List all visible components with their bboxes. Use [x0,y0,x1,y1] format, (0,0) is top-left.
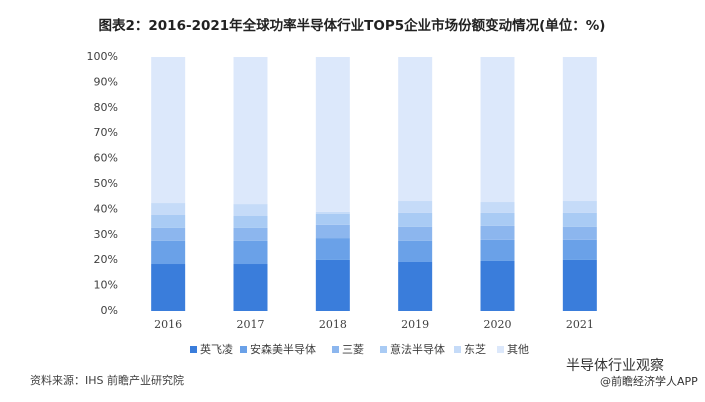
y-tick-label: 100% [87,50,118,63]
bar-segment [398,212,433,227]
legend-label: 三菱 [342,343,364,356]
bar-segment [151,214,186,228]
bar-segment [480,260,515,311]
bar-segment [233,57,268,205]
legend-swatch [190,346,197,353]
y-tick-label: 90% [94,75,118,88]
y-tick-label: 20% [94,253,118,266]
bar-segment [315,224,350,239]
legend-swatch [240,346,247,353]
bar-segment [562,57,597,202]
y-tick-label: 50% [94,177,118,190]
legend-label: 英飞凌 [200,342,233,356]
x-tick-label: 2018 [319,318,347,331]
x-tick-label: 2019 [401,318,429,331]
bar-segment [398,57,433,202]
bar-segment [233,264,268,311]
source: 资料来源：IHS 前瞻产业研究院 [30,373,184,387]
bar-segment [480,57,515,203]
bar-segment [480,225,515,240]
y-tick-label: 60% [94,152,118,165]
bar-segment [480,239,515,261]
bar-segment [562,201,597,213]
bar-segment [398,261,433,311]
bar-segment [233,216,268,228]
bar-segment [398,226,433,241]
watermark: 半导体行业观察 [566,357,664,374]
y-tick-label: 30% [94,228,118,241]
y-tick-label: 70% [94,126,118,139]
bar-segment [480,202,515,213]
bar-segment [562,259,597,311]
bar-segment [233,240,268,265]
bar-segment [233,227,268,241]
legend-swatch [454,346,461,353]
bar-segment [151,203,186,215]
bar-segment [233,204,268,217]
legend-swatch [497,346,504,353]
y-tick-label: 10% [94,279,118,292]
bar-segment [398,201,433,213]
y-tick-label: 80% [94,101,118,114]
bar-segment [562,239,597,260]
bar-segment [480,212,515,226]
bar-segment [151,240,186,265]
x-tick-label: 2021 [566,318,594,331]
x-tick-label: 2020 [484,318,512,331]
bar-segment [151,264,186,311]
watermark-sub: @前瞻经济学人APP [600,374,698,388]
legend-label: 安森美半导体 [250,342,316,356]
bar-segment [315,259,350,311]
x-tick-label: 2016 [154,318,182,331]
chart-title: 图表2：2016-2021年全球功率半导体行业TOP5企业市场份额变动情况(单位… [99,17,606,34]
bar-segment [562,212,597,227]
bar-segment [315,238,350,260]
y-tick-label: 0% [101,304,118,317]
bar-segment [315,57,350,212]
legend-swatch [332,346,339,353]
legend-label: 东芝 [464,343,486,356]
bar-segment [398,240,433,262]
bar-segment [151,57,186,204]
y-tick-label: 40% [94,202,118,215]
bar-segment [315,213,350,225]
x-tick-label: 2017 [237,318,265,331]
legend-swatch [380,346,387,353]
bar-segment [151,227,186,241]
bar-segment [562,226,597,240]
bar-segment [315,211,350,214]
legend-label: 意法半导体 [390,342,445,356]
legend-label: 其他 [507,343,529,356]
